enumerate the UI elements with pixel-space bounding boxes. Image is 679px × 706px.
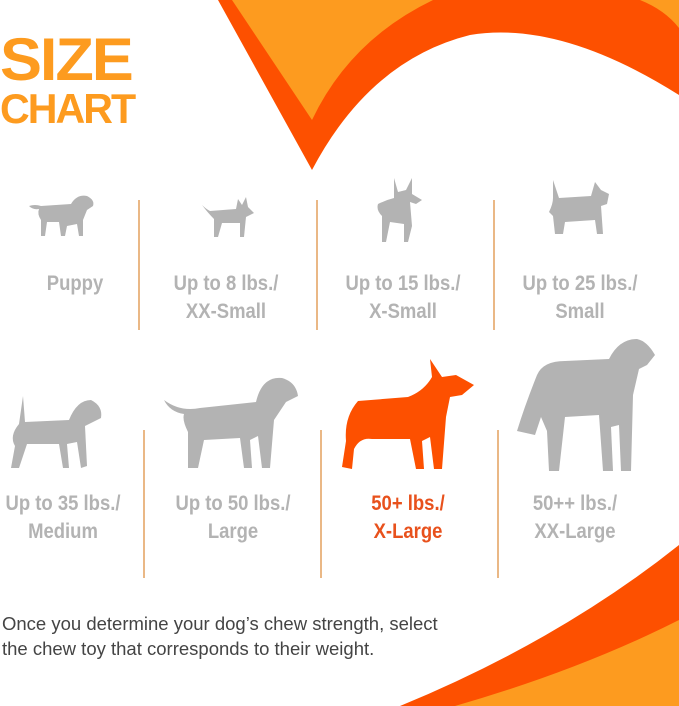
top-corner-orange [640, 0, 679, 28]
chihuahua-icon [202, 197, 254, 237]
footer-instructions: Once you determine your dog’s chew stren… [2, 611, 502, 661]
divider [320, 430, 322, 578]
divider [138, 200, 140, 330]
size-label-xx-large: 50++ lbs./XX-Large [532, 492, 618, 543]
size-title: SIZE [0, 26, 134, 93]
size-label-large: Up to 50 lbs./Large [175, 492, 291, 543]
puppy-icon [29, 195, 94, 236]
chart-title: CHART [0, 85, 136, 132]
top-swoosh-orange [232, 0, 433, 120]
size-label-xx-small: Up to 8 lbs./XX-Small [173, 272, 279, 323]
size-label-x-large: 50+ lbs./X-Large [371, 492, 445, 543]
shepherd-icon [342, 359, 474, 469]
divider [493, 200, 495, 330]
size-label-small: Up to 25 lbs./Small [522, 272, 638, 323]
footer-line-2: the chew toy that corresponds to their w… [2, 638, 375, 659]
divider [143, 430, 145, 578]
labrador-icon [164, 377, 298, 468]
terrier-icon [549, 180, 609, 234]
size-label-puppy: Puppy [46, 272, 104, 295]
divider [497, 430, 499, 578]
great-dane-icon [517, 339, 655, 471]
pinscher-icon [377, 178, 422, 242]
bottom-swoosh-orange [455, 620, 679, 706]
beagle-icon [11, 396, 102, 468]
divider [316, 200, 318, 330]
size-label-x-small: Up to 15 lbs./X-Small [345, 272, 461, 323]
footer-line-1: Once you determine your dog’s chew stren… [2, 613, 438, 634]
size-label-medium: Up to 35 lbs./Medium [5, 492, 121, 543]
